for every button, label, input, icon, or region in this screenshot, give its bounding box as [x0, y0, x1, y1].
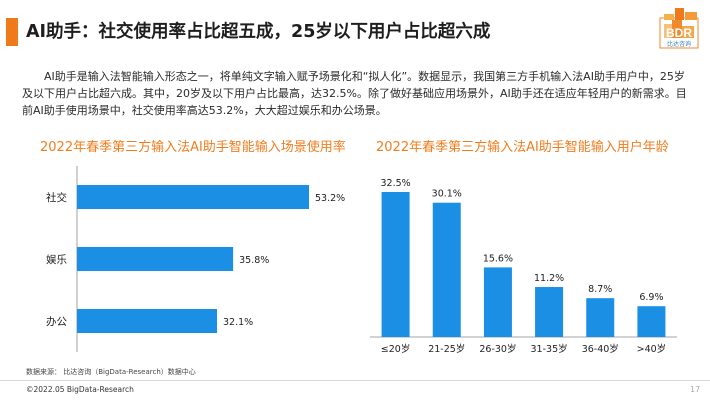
- age-bar: [483, 267, 512, 337]
- age-bar: [381, 192, 410, 337]
- logo-text: BDR: [666, 26, 692, 40]
- age-category-label: 26-30岁: [479, 343, 516, 355]
- chart-title-scenario: 2022年春季第三方输入法AI助手智能输入场景使用率: [40, 140, 346, 155]
- scenario-value-label: 32.1%: [223, 317, 253, 328]
- age-bar: [586, 298, 615, 337]
- age-category-label: 36-40岁: [582, 343, 619, 355]
- intro-paragraph: AI助手是输入法智能输入形态之一，将单纯文字输入赋予场景化和“拟人化”。数据显示…: [22, 70, 687, 117]
- scenario-bar: [77, 247, 234, 271]
- age-value-label: 8.7%: [588, 284, 612, 295]
- age-bar: [535, 287, 564, 337]
- logo-subtext: 比达咨询: [667, 40, 691, 48]
- bdr-logo-icon: BDR 比达咨询: [659, 8, 699, 49]
- data-source-note: 数据来源： 比达咨询（BigData-Research）数据中心: [26, 368, 196, 376]
- scenario-category-label: 娱乐: [46, 253, 67, 266]
- age-category-label: 21-25岁: [428, 343, 465, 355]
- title-accent-bar: [6, 18, 18, 46]
- age-value-label: 30.1%: [432, 189, 462, 200]
- scenario-value-label: 35.8%: [239, 255, 269, 266]
- page-title: AI助手：社交使用率占比超五成，25岁以下用户占比超六成: [26, 22, 491, 42]
- age-category-label: >40岁: [637, 343, 667, 355]
- scenario-bar: [77, 309, 217, 333]
- page-number: 17: [690, 385, 701, 394]
- footer-divider: [0, 380, 710, 381]
- age-value-label: 32.5%: [380, 178, 410, 189]
- scenario-category-label: 社交: [46, 191, 67, 204]
- chart-title-age: 2022年春季第三方输入法AI助手智能输入用户年龄: [376, 140, 669, 155]
- copyright-text: ©2022.05 BigData-Research: [26, 385, 134, 394]
- age-category-label: 31-35岁: [531, 343, 568, 355]
- age-bar: [432, 202, 461, 337]
- age-value-label: 11.2%: [534, 273, 564, 284]
- scenario-category-label: 办公: [46, 315, 67, 328]
- age-value-label: 15.6%: [483, 253, 513, 264]
- age-bar: [637, 306, 666, 337]
- scenario-value-label: 53.2%: [315, 193, 345, 204]
- scenario-bar: [77, 185, 309, 209]
- age-category-label: ≤20岁: [381, 343, 411, 355]
- age-value-label: 6.9%: [639, 292, 663, 303]
